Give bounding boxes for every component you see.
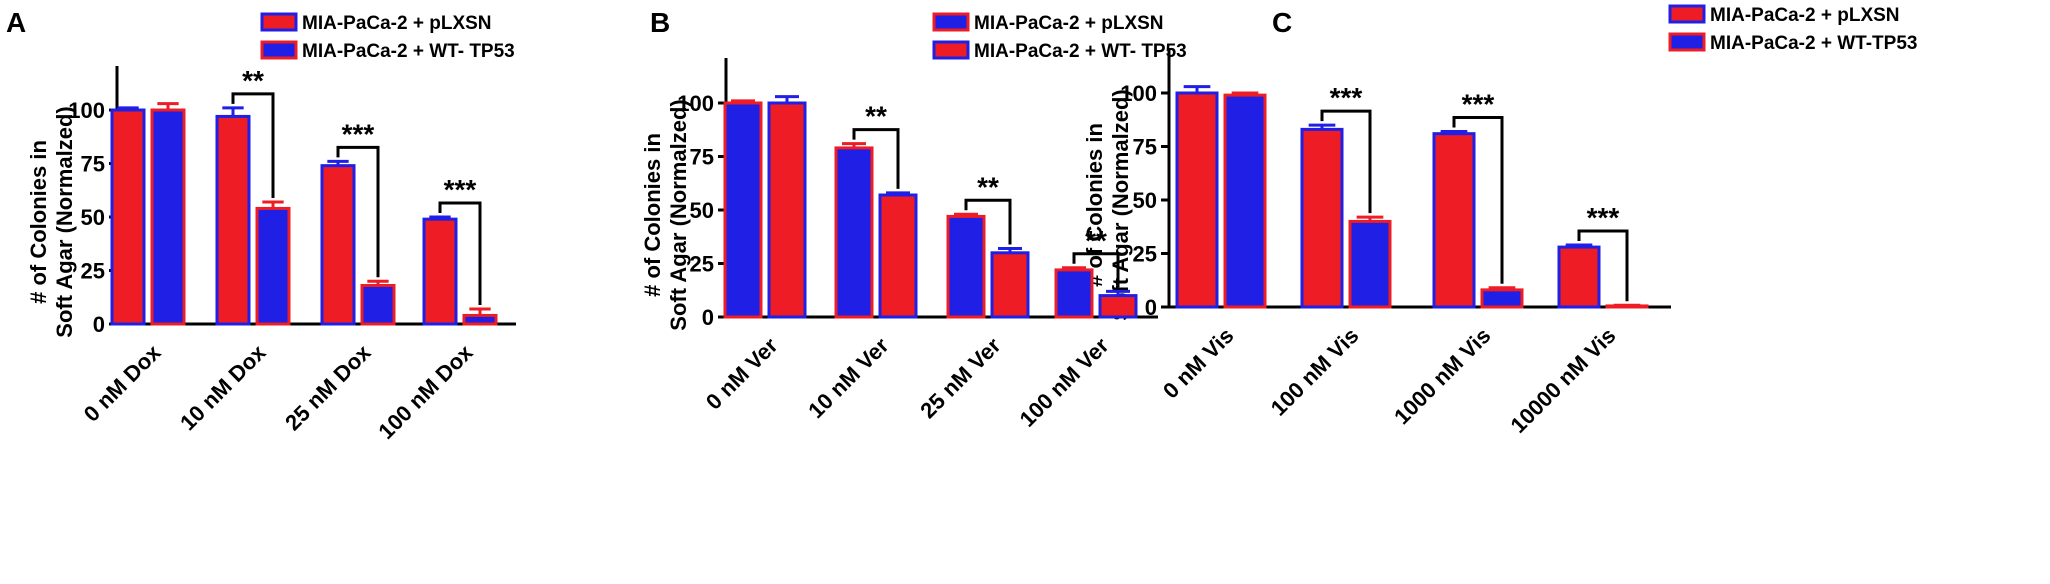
- legend-b-label-2: MIA-PaCa-2 + WT- TP53: [974, 41, 1187, 62]
- bar-b-s1-c3: [946, 214, 986, 319]
- bar-a-s2-c4: [462, 313, 498, 326]
- bar-c-s1-c4: [1557, 245, 1601, 309]
- bar-a-s2-c2: [255, 206, 291, 326]
- bar-c-s2-c3: [1480, 288, 1524, 309]
- legend-b-swatch-1: [932, 12, 970, 32]
- legend-c-swatch-2: [1668, 32, 1706, 52]
- bar-b-s2-c3: [990, 251, 1030, 319]
- legend-b: MIA-PaCa-2 + pLXSN MIA-PaCa-2 + WT- TP53: [932, 12, 1187, 62]
- legend-a-swatch-2: [260, 40, 298, 60]
- sig-bracket-c-4: [1577, 229, 1629, 302]
- ytick-label-b-100: 100: [677, 91, 714, 116]
- sig-bracket-c-2: [1320, 109, 1372, 214]
- ytick-label-b-50: 50: [690, 198, 714, 223]
- panel-label-b: B: [650, 7, 670, 38]
- sig-stars-b-2: **: [865, 101, 887, 132]
- ytick-label-a-100: 100: [68, 98, 105, 123]
- panel-label-c: C: [1272, 7, 1292, 38]
- ytick-label-b-25: 25: [690, 252, 714, 277]
- sig-bracket-a-2: [231, 92, 275, 199]
- bar-c-s1-c3: [1432, 132, 1476, 309]
- ytick-label-a-75: 75: [81, 152, 105, 177]
- bar-a-s1-c3: [320, 164, 356, 326]
- legend-a: MIA-PaCa-2 + pLXSN MIA-PaCa-2 + WT- TP53: [260, 12, 515, 62]
- bar-b-s1-c2: [834, 146, 874, 319]
- ytick-label-a-50: 50: [81, 205, 105, 230]
- legend-b-swatch-2: [932, 40, 970, 60]
- legend-a-label-2: MIA-PaCa-2 + WT- TP53: [302, 41, 515, 62]
- sig-stars-a-2: **: [242, 65, 264, 96]
- sig-bracket-a-3: [336, 145, 380, 278]
- legend-c: MIA-PaCa-2 + pLXSN MIA-PaCa-2 + WT-TP53: [1668, 4, 1917, 54]
- legend-c-label-2: MIA-PaCa-2 + WT-TP53: [1710, 33, 1917, 54]
- ytick-label-c-0: 0: [1145, 295, 1157, 320]
- ytick-label-a-25: 25: [81, 259, 105, 284]
- sig-stars-b-4: **: [1085, 225, 1107, 256]
- sig-bracket-b-2: [852, 128, 900, 189]
- ylabel-a-line2: Soft Agar (Normalzed): [52, 106, 77, 337]
- bar-c-s1-c2: [1300, 127, 1344, 309]
- bar-b-s2-c2: [878, 193, 918, 319]
- ytick-label-b-0: 0: [702, 305, 714, 330]
- sig-bracket-a-4: [438, 201, 482, 306]
- bar-b-s2-c4: [1098, 294, 1138, 319]
- ylabel-a-line1: # of Colonies in: [26, 140, 51, 304]
- sig-stars-a-3: ***: [342, 118, 375, 149]
- ylabel-c-line1: # of Colonies in: [1082, 123, 1107, 287]
- sig-stars-c-2: ***: [1330, 82, 1363, 113]
- legend-a-swatch-1: [260, 12, 298, 32]
- legend-b-label-1: MIA-PaCa-2 + pLXSN: [974, 13, 1164, 34]
- ytick-label-c-75: 75: [1133, 135, 1157, 160]
- bar-b-s1-c1: [723, 101, 763, 319]
- sig-bracket-b-4: [1072, 252, 1120, 288]
- legend-a-label-1: MIA-PaCa-2 + pLXSN: [302, 13, 492, 34]
- sig-stars-c-3: ***: [1462, 89, 1495, 120]
- sig-bracket-c-3: [1452, 116, 1504, 284]
- ylabel-b-line1: # of Colonies in: [640, 133, 665, 297]
- legend-c-swatch-1: [1668, 4, 1706, 24]
- bar-a-s1-c1: [110, 108, 146, 326]
- ylabel-c-line2: Soft Agar (Normalzed): [1108, 89, 1133, 320]
- ytick-label-c-50: 50: [1133, 188, 1157, 213]
- ytick-label-c-25: 25: [1133, 242, 1157, 267]
- legend-c-label-1: MIA-PaCa-2 + pLXSN: [1710, 5, 1900, 26]
- ytick-label-c-100: 100: [1120, 81, 1157, 106]
- bar-a-s2-c1: [150, 108, 186, 326]
- panel-label-a: A: [6, 7, 26, 38]
- sig-stars-a-4: ***: [444, 174, 477, 205]
- ytick-label-b-75: 75: [690, 145, 714, 170]
- bar-c-s2-c1: [1223, 93, 1267, 309]
- bar-a-s1-c2: [215, 114, 251, 326]
- bar-b-s1-c4: [1054, 268, 1094, 319]
- bar-a-s1-c4: [422, 217, 458, 326]
- sig-bracket-b-3: [964, 198, 1012, 245]
- bar-b-s2-c1: [767, 101, 807, 319]
- ylabel-b-line2: Soft Agar (Normalzed): [666, 99, 691, 330]
- bar-c-s1-c1: [1175, 91, 1219, 309]
- sig-stars-c-4: ***: [1587, 202, 1620, 233]
- bar-a-s2-c3: [360, 283, 396, 326]
- bar-c-s2-c2: [1348, 219, 1392, 309]
- sig-stars-b-3: **: [977, 171, 999, 202]
- ytick-label-a-0: 0: [93, 312, 105, 337]
